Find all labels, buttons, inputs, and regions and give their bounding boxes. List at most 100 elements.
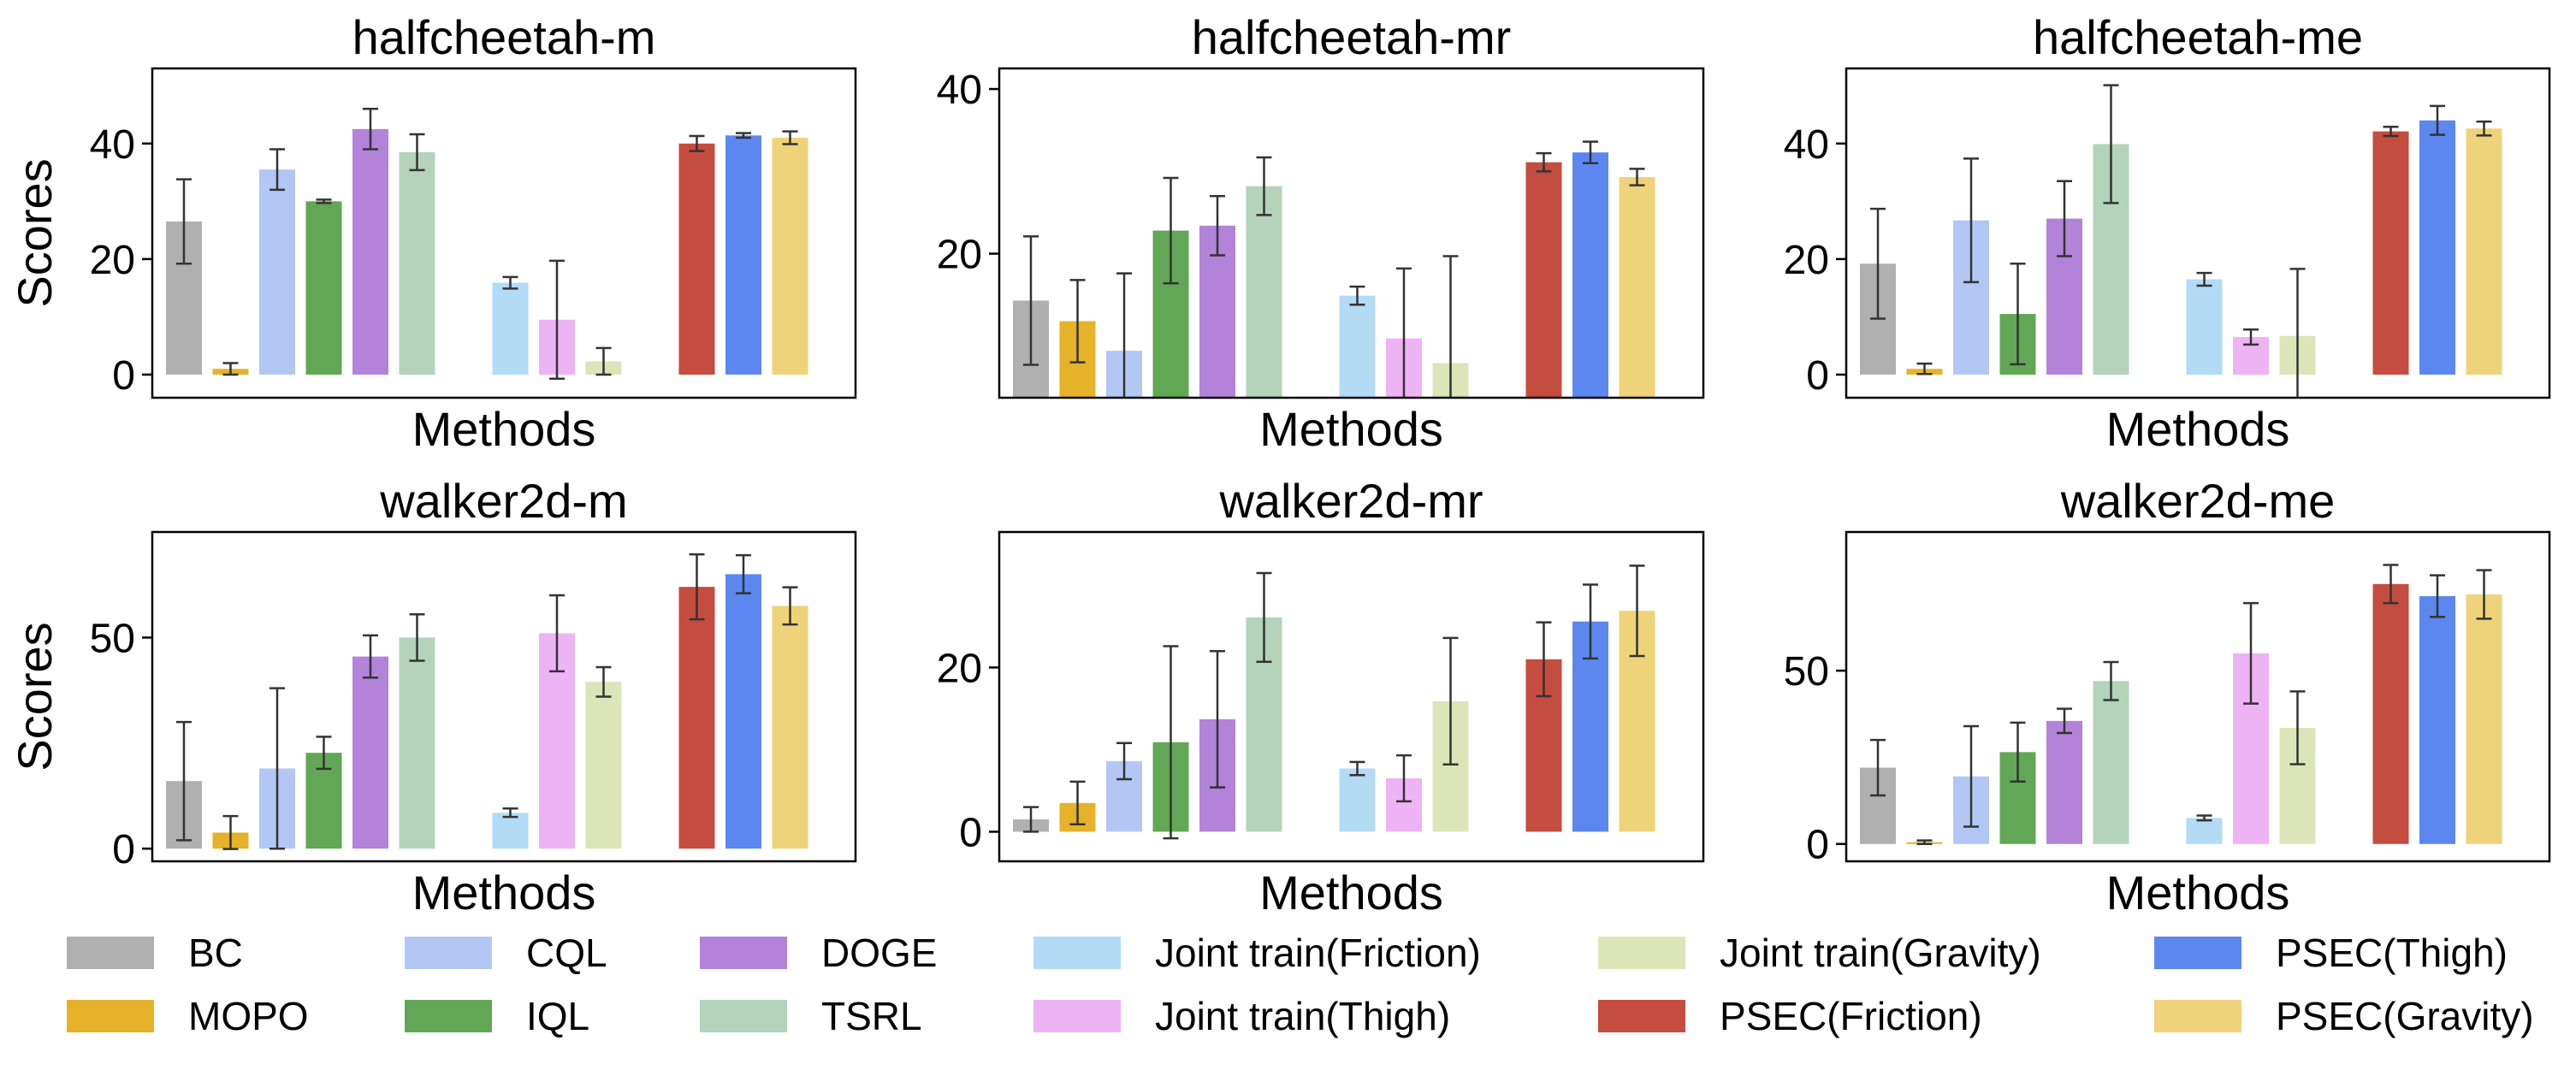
legend-label: Joint train(Gravity) xyxy=(1720,931,2041,975)
bar xyxy=(1339,295,1376,398)
legend-label: Joint train(Friction) xyxy=(1155,931,1481,975)
bar xyxy=(585,682,622,849)
chart-title: walker2d-me xyxy=(2060,474,2336,528)
bar xyxy=(725,574,761,849)
legend-label: TSRL xyxy=(821,994,922,1038)
legend-swatch xyxy=(700,937,787,969)
legend-label: Joint train(Thigh) xyxy=(1155,994,1450,1038)
axes-frame xyxy=(998,530,1705,863)
y-tick-label: 20 xyxy=(937,646,982,691)
bar xyxy=(1246,186,1282,398)
legend-swatch xyxy=(1598,1000,1685,1032)
bar xyxy=(1525,162,1562,398)
legend-item: BC xyxy=(67,931,243,975)
bar xyxy=(725,135,761,375)
y-axis-label: Scores xyxy=(8,622,62,771)
axes-frame xyxy=(1845,530,2551,863)
plot-area xyxy=(1860,84,2502,398)
bar xyxy=(2419,120,2455,375)
legend-item: TSRL xyxy=(700,994,922,1038)
x-axis-label: Methods xyxy=(1259,402,1443,456)
y-tick-label: 50 xyxy=(90,616,135,661)
legend-label: BC xyxy=(188,931,243,975)
legend-label: PSEC(Friction) xyxy=(1720,994,1982,1038)
bar xyxy=(492,813,529,849)
chart-panel-0: 0 20 40 halfcheetah-m Methods Scores xyxy=(8,10,857,456)
legend-label: MOPO xyxy=(188,994,309,1038)
bar xyxy=(1619,177,1655,398)
y-axis-label: Scores xyxy=(8,158,62,307)
axes-frame xyxy=(151,67,857,399)
y-tick-label: 0 xyxy=(959,810,982,855)
bar xyxy=(305,201,342,375)
legend-item: CQL xyxy=(405,931,607,975)
y-tick-label: 40 xyxy=(90,122,135,168)
legend-swatch xyxy=(67,1000,154,1032)
legend-swatch xyxy=(700,1000,787,1032)
bar xyxy=(259,169,295,375)
x-axis-label: Methods xyxy=(2106,402,2290,456)
y-tick-label: 20 xyxy=(1784,238,1829,283)
plot-area xyxy=(1013,565,1655,840)
plot-area xyxy=(1013,140,1655,398)
x-axis-label: Methods xyxy=(2106,866,2290,919)
bar xyxy=(772,138,808,375)
legend-swatch xyxy=(1033,1000,1121,1032)
chart-panel-4: 0 20 walker2d-mr Methods xyxy=(937,474,1705,919)
axes-frame xyxy=(151,530,857,863)
legend-swatch xyxy=(67,937,154,969)
legend-item: MOPO xyxy=(67,994,309,1038)
y-tick-label: 40 xyxy=(1784,122,1829,168)
legend-item: Joint train(Thigh) xyxy=(1033,994,1450,1038)
legend-item: DOGE xyxy=(700,931,937,975)
chart-panel-3: 0 50 walker2d-m Methods Scores xyxy=(8,474,857,919)
plot-area xyxy=(166,108,808,380)
bar xyxy=(1572,152,1608,398)
bar xyxy=(2419,595,2455,844)
bar xyxy=(2466,594,2502,844)
x-axis-label: Methods xyxy=(1259,866,1443,919)
bar xyxy=(399,637,435,849)
chart-panel-5: 0 50 walker2d-me Methods xyxy=(1784,474,2551,919)
legend-swatch xyxy=(2154,1000,2241,1032)
chart-title: halfcheetah-mr xyxy=(1192,10,1512,64)
x-axis-label: Methods xyxy=(412,866,596,919)
bar xyxy=(352,656,388,849)
legend: BC MOPO CQL IQL DOGE TSRL Joint train(Friction… xyxy=(67,931,2534,1038)
bar xyxy=(2093,681,2129,844)
chart-title: walker2d-mr xyxy=(1218,474,1483,528)
bar xyxy=(2372,131,2409,375)
legend-item: Joint train(Friction) xyxy=(1033,931,1481,975)
axes-frame xyxy=(1845,67,2551,399)
legend-swatch xyxy=(405,937,492,969)
y-tick-label: 50 xyxy=(1784,649,1829,695)
axes-frame xyxy=(998,67,1705,399)
bar xyxy=(2186,818,2223,844)
bar xyxy=(2186,279,2223,375)
bar xyxy=(2046,720,2082,844)
y-tick-label: 0 xyxy=(1806,823,1829,868)
bar xyxy=(492,282,529,375)
y-tick-label: 20 xyxy=(937,233,982,278)
x-axis-label: Methods xyxy=(412,402,596,456)
y-tick-label: 0 xyxy=(112,353,135,399)
legend-item: PSEC(Friction) xyxy=(1598,994,1982,1038)
bar xyxy=(2466,128,2502,375)
legend-swatch xyxy=(1598,937,1685,969)
plot-area xyxy=(166,553,808,850)
legend-swatch xyxy=(405,1000,492,1032)
legend-label: DOGE xyxy=(821,931,937,975)
bar xyxy=(1339,768,1376,832)
legend-item: IQL xyxy=(405,994,589,1038)
y-tick-label: 40 xyxy=(937,68,982,113)
bar xyxy=(399,151,435,375)
legend-label: PSEC(Gravity) xyxy=(2276,994,2534,1038)
chart-title: halfcheetah-m xyxy=(352,10,656,64)
bar xyxy=(352,128,388,375)
bar xyxy=(678,587,715,849)
legend-item: PSEC(Thigh) xyxy=(2154,931,2508,975)
y-tick-label: 0 xyxy=(112,827,135,872)
legend-label: PSEC(Thigh) xyxy=(2276,931,2508,975)
chart-panel-1: 20 40 halfcheetah-mr Methods xyxy=(937,10,1705,456)
